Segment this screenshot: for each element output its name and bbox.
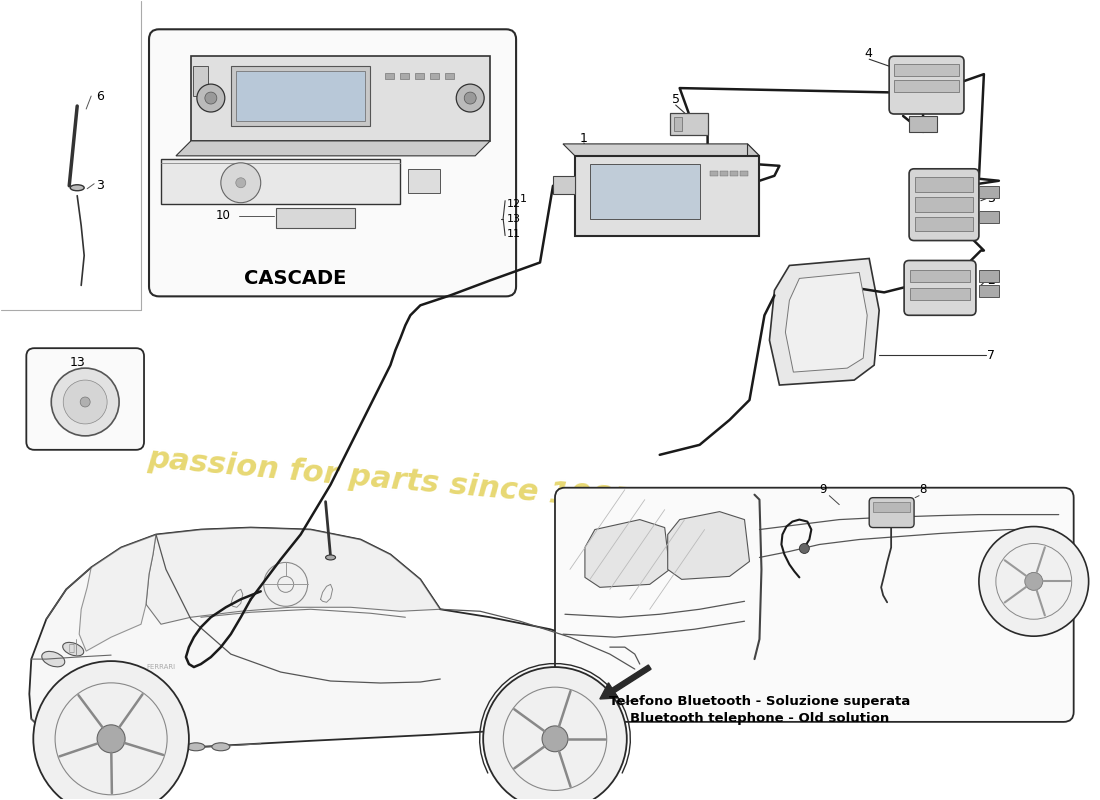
Bar xyxy=(192,66,208,96)
Circle shape xyxy=(483,667,627,800)
Bar xyxy=(979,270,999,282)
Bar xyxy=(400,73,409,79)
Ellipse shape xyxy=(187,743,205,750)
Circle shape xyxy=(221,163,261,202)
Polygon shape xyxy=(563,144,759,156)
Ellipse shape xyxy=(212,743,230,750)
FancyBboxPatch shape xyxy=(556,488,1074,722)
FancyBboxPatch shape xyxy=(889,56,964,114)
Circle shape xyxy=(456,84,484,112)
Text: 8: 8 xyxy=(920,483,926,496)
Text: 6: 6 xyxy=(96,90,104,102)
Bar xyxy=(385,73,395,79)
Bar xyxy=(670,113,707,135)
Bar xyxy=(873,502,910,512)
Bar xyxy=(915,197,972,212)
Circle shape xyxy=(1025,572,1043,590)
Text: 1: 1 xyxy=(520,194,527,204)
Bar xyxy=(575,156,759,235)
Text: 🐎: 🐎 xyxy=(68,642,74,652)
FancyArrow shape xyxy=(600,665,651,699)
Text: 5: 5 xyxy=(672,93,680,106)
Bar xyxy=(612,651,637,667)
Bar xyxy=(909,116,937,132)
Polygon shape xyxy=(30,527,640,749)
Bar xyxy=(91,737,170,754)
Polygon shape xyxy=(79,534,156,651)
Text: 13: 13 xyxy=(507,214,521,224)
FancyBboxPatch shape xyxy=(909,169,979,241)
Bar xyxy=(276,208,355,228)
Text: 11: 11 xyxy=(507,229,521,238)
Text: 4: 4 xyxy=(865,46,872,60)
Polygon shape xyxy=(769,258,879,385)
Bar xyxy=(915,217,972,230)
Circle shape xyxy=(235,178,245,188)
Text: Bluetooth telephone - Old solution: Bluetooth telephone - Old solution xyxy=(630,712,889,726)
FancyBboxPatch shape xyxy=(26,348,144,450)
Text: 7: 7 xyxy=(987,349,994,362)
Ellipse shape xyxy=(326,555,336,560)
Polygon shape xyxy=(785,273,867,372)
Bar xyxy=(408,169,440,193)
Circle shape xyxy=(205,92,217,104)
Text: 1: 1 xyxy=(580,133,587,146)
Text: 3: 3 xyxy=(96,179,104,192)
Bar xyxy=(430,73,439,79)
Bar xyxy=(710,170,717,176)
Bar xyxy=(673,117,682,131)
Ellipse shape xyxy=(42,651,65,667)
FancyBboxPatch shape xyxy=(869,498,914,527)
Ellipse shape xyxy=(63,642,84,656)
Polygon shape xyxy=(748,144,759,235)
Bar xyxy=(191,56,491,141)
Text: 10: 10 xyxy=(216,209,231,222)
Text: FERRARI: FERRARI xyxy=(146,664,176,670)
Bar xyxy=(894,80,959,92)
Bar xyxy=(915,177,972,192)
Circle shape xyxy=(80,397,90,407)
Circle shape xyxy=(464,92,476,104)
Ellipse shape xyxy=(70,185,85,190)
FancyBboxPatch shape xyxy=(148,30,516,296)
Polygon shape xyxy=(146,527,440,624)
Bar xyxy=(910,288,970,300)
Bar xyxy=(161,159,400,204)
FancyBboxPatch shape xyxy=(904,261,976,315)
Bar xyxy=(979,186,999,198)
Bar xyxy=(416,73,425,79)
Text: 2: 2 xyxy=(987,274,994,287)
Text: Telefono Bluetooth - Soluzione superata: Telefono Bluetooth - Soluzione superata xyxy=(608,695,910,709)
Polygon shape xyxy=(668,512,749,579)
Bar xyxy=(553,176,575,194)
Bar xyxy=(739,170,748,176)
Circle shape xyxy=(33,661,189,800)
Polygon shape xyxy=(585,519,670,587)
Circle shape xyxy=(979,526,1089,636)
Bar xyxy=(590,164,700,218)
Text: CASCADE: CASCADE xyxy=(244,269,346,288)
Bar xyxy=(979,286,999,298)
Bar xyxy=(894,64,959,76)
Bar xyxy=(719,170,727,176)
Polygon shape xyxy=(176,141,491,156)
Bar xyxy=(979,210,999,222)
Text: passion for parts since 1985: passion for parts since 1985 xyxy=(146,444,635,515)
Circle shape xyxy=(63,380,107,424)
Circle shape xyxy=(197,84,224,112)
Bar xyxy=(235,71,365,121)
Text: 12: 12 xyxy=(507,198,521,209)
Text: 9: 9 xyxy=(820,483,827,496)
Bar xyxy=(231,66,371,126)
Circle shape xyxy=(52,368,119,436)
Bar xyxy=(729,170,737,176)
Circle shape xyxy=(97,725,125,753)
Text: FERRARI: FERRARI xyxy=(150,558,351,600)
Text: 3: 3 xyxy=(987,192,994,206)
Circle shape xyxy=(542,726,568,752)
Bar xyxy=(910,270,970,282)
Text: 13: 13 xyxy=(69,356,85,369)
Bar xyxy=(446,73,454,79)
Circle shape xyxy=(800,543,810,554)
